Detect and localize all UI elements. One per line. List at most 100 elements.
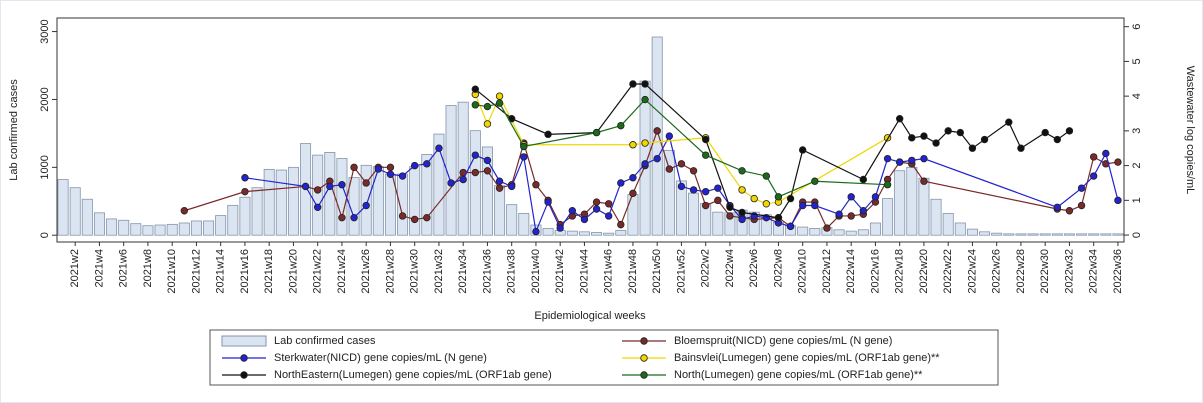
bar bbox=[69, 187, 81, 236]
bar bbox=[130, 223, 142, 236]
marker bbox=[701, 135, 710, 144]
marker bbox=[241, 174, 249, 182]
marker bbox=[1053, 203, 1062, 211]
marker bbox=[774, 213, 783, 222]
marker bbox=[556, 224, 564, 232]
bar bbox=[251, 187, 263, 236]
marker bbox=[750, 194, 758, 203]
y2-axis-title: Wastewater log copies/mL bbox=[1184, 66, 1196, 195]
bar bbox=[797, 226, 809, 236]
marker bbox=[895, 158, 904, 166]
x-axis-title: Epidemiological weeks bbox=[534, 310, 646, 322]
x-tick-label: 2021w14 bbox=[215, 249, 227, 294]
y2-tick-label: 0 bbox=[1131, 232, 1143, 238]
marker bbox=[313, 186, 322, 194]
bar bbox=[142, 225, 154, 236]
bar bbox=[542, 228, 554, 236]
bar bbox=[469, 130, 481, 236]
marker bbox=[653, 154, 661, 163]
x-tick-label: 2021w8 bbox=[142, 249, 154, 288]
marker bbox=[835, 210, 843, 218]
marker bbox=[629, 80, 637, 88]
bar bbox=[882, 198, 894, 236]
x-tick-label: 2021w46 bbox=[603, 249, 615, 294]
bar bbox=[845, 230, 857, 236]
marker bbox=[714, 196, 722, 205]
marker bbox=[398, 212, 407, 220]
marker bbox=[471, 101, 480, 109]
marker bbox=[592, 198, 601, 206]
marker bbox=[520, 142, 528, 151]
marker bbox=[811, 201, 819, 210]
marker bbox=[313, 203, 322, 211]
marker bbox=[568, 207, 577, 215]
bar bbox=[275, 169, 287, 236]
marker bbox=[338, 213, 346, 222]
x-tick-label: 2021w34 bbox=[457, 249, 469, 294]
marker bbox=[1041, 128, 1049, 137]
marker bbox=[483, 167, 492, 175]
bar bbox=[445, 105, 457, 236]
bar bbox=[809, 228, 821, 236]
marker bbox=[1077, 184, 1086, 192]
marker bbox=[762, 200, 771, 208]
marker bbox=[932, 139, 940, 147]
marker bbox=[847, 212, 855, 220]
legend-label: Sterkwater(NICD) gene copies/mL (N gene) bbox=[274, 352, 487, 364]
marker bbox=[374, 165, 383, 173]
marker bbox=[641, 95, 649, 104]
y-tick-label: 1000 bbox=[39, 155, 51, 179]
marker bbox=[483, 102, 492, 111]
marker bbox=[604, 200, 613, 208]
marker bbox=[629, 174, 637, 182]
marker bbox=[495, 92, 504, 100]
x-tick-label: 2021w28 bbox=[384, 249, 396, 294]
bar bbox=[663, 149, 675, 236]
x-tick-label: 2022w14 bbox=[845, 249, 857, 294]
bar bbox=[118, 219, 130, 236]
x-tick-label: 2022w36 bbox=[1112, 249, 1124, 294]
marker bbox=[435, 144, 443, 152]
marker bbox=[398, 172, 407, 180]
bar bbox=[942, 213, 954, 236]
x-tick-label: 2022w12 bbox=[821, 249, 833, 294]
bar bbox=[1015, 233, 1027, 236]
bar bbox=[81, 198, 93, 236]
x-tick-label: 2022w24 bbox=[966, 249, 978, 294]
marker bbox=[689, 167, 698, 175]
x-tick-label: 2022w18 bbox=[894, 249, 906, 294]
legend-label: Bloemspruit(NICD) gene copies/mL (N gene… bbox=[674, 335, 892, 347]
marker bbox=[423, 160, 431, 168]
marker bbox=[1005, 118, 1013, 126]
bar bbox=[239, 196, 251, 236]
marker bbox=[726, 212, 734, 220]
marker bbox=[471, 151, 480, 159]
bar bbox=[1088, 233, 1100, 236]
marker bbox=[544, 130, 552, 139]
bar bbox=[578, 231, 590, 236]
bar bbox=[869, 222, 881, 236]
marker bbox=[689, 186, 698, 194]
bar bbox=[190, 220, 202, 236]
marker bbox=[701, 187, 710, 196]
bar bbox=[372, 166, 384, 236]
bar bbox=[178, 222, 190, 236]
bar bbox=[712, 211, 724, 236]
marker bbox=[629, 141, 637, 149]
marker bbox=[714, 184, 722, 192]
bar bbox=[918, 177, 930, 236]
bar bbox=[906, 166, 918, 236]
y2-tick-label: 2 bbox=[1131, 163, 1143, 169]
legend-label: Lab confirmed cases bbox=[274, 335, 376, 347]
marker bbox=[823, 224, 831, 232]
marker bbox=[629, 189, 637, 198]
marker bbox=[1065, 207, 1074, 215]
x-tick-label: 2021w20 bbox=[287, 249, 299, 294]
marker bbox=[471, 85, 480, 93]
marker bbox=[895, 115, 904, 123]
marker bbox=[495, 184, 504, 192]
bar bbox=[1063, 233, 1075, 236]
bar bbox=[894, 170, 906, 236]
x-tick-label: 2022w4 bbox=[724, 249, 736, 288]
bar bbox=[930, 198, 942, 236]
